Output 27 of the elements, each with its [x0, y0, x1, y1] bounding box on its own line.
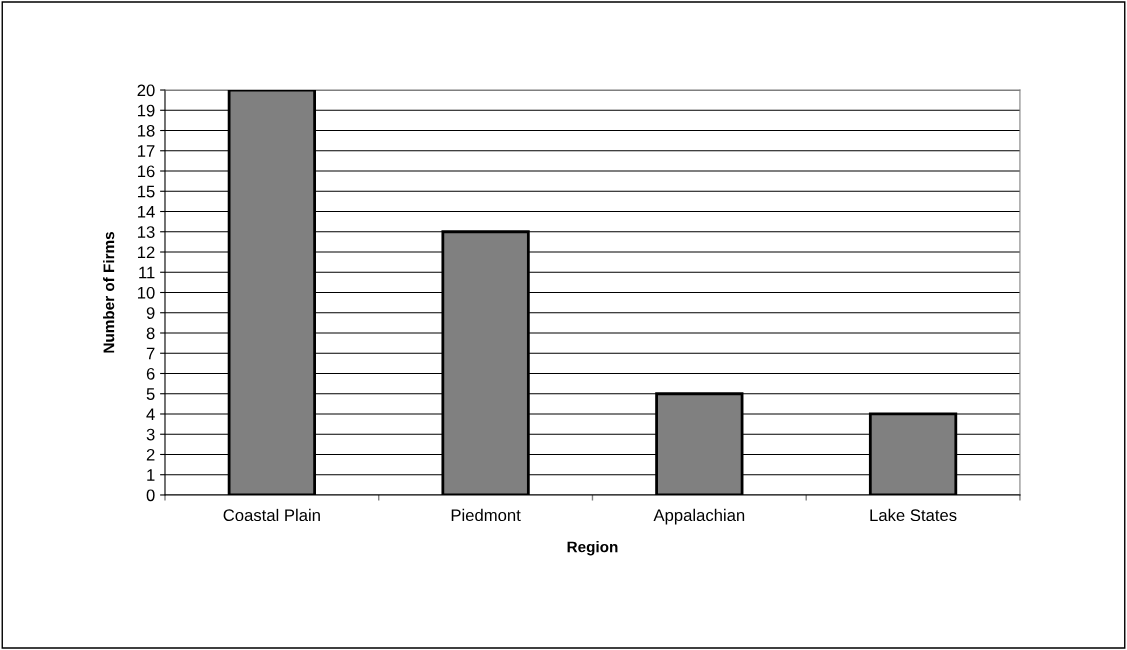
- y-tick-label: 17: [138, 145, 155, 157]
- y-tick-label: 19: [138, 104, 155, 117]
- y-tick-label: 2: [146, 448, 155, 461]
- x-tick-label: Coastal Plain: [223, 508, 320, 522]
- y-tick-label: 9: [146, 307, 155, 319]
- y-tick-label: 8: [146, 327, 155, 340]
- x-axis-title: Region: [567, 541, 618, 556]
- y-tick-label: 3: [146, 428, 155, 441]
- y-tick-label: 5: [146, 388, 155, 400]
- y-tick-label: 12: [138, 246, 155, 259]
- y-tick-label: 11: [139, 266, 155, 279]
- x-tick-label: Appalachian: [653, 508, 745, 525]
- y-tick-label: 15: [138, 185, 155, 198]
- y-tick-label: 18: [138, 124, 155, 137]
- y-tick-label: 16: [138, 165, 155, 178]
- y-tick-label: 4: [146, 408, 155, 421]
- y-tick-label: 7: [146, 347, 155, 360]
- y-tick-label: 13: [138, 226, 155, 238]
- y-axis-title: Number of Firms: [103, 232, 115, 353]
- y-tick-label: 14: [138, 206, 155, 218]
- y-tick-label: 20: [137, 84, 155, 97]
- y-tick-label: 0: [146, 489, 155, 502]
- y-tick-label: 1: [147, 469, 155, 481]
- y-tick-label: 10: [138, 286, 155, 299]
- x-tick-label: Lake States: [870, 508, 957, 522]
- x-tick-label: Piedmont: [451, 508, 521, 522]
- y-tick-label: 6: [146, 367, 155, 380]
